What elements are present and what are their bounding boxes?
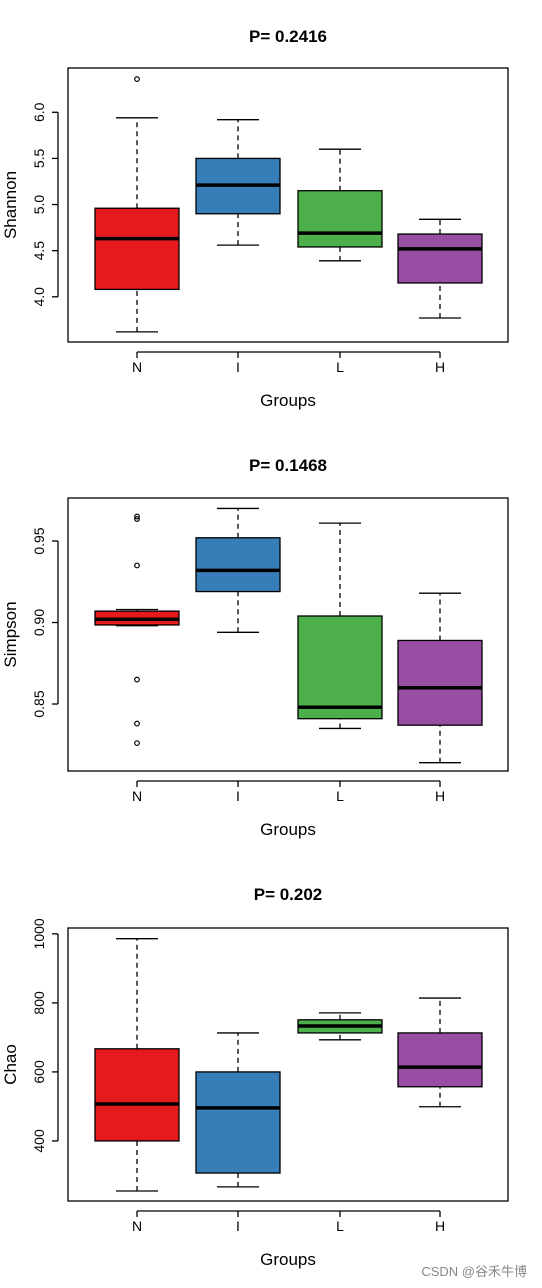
box <box>94 1048 180 1142</box>
chart-title: P= 0.202 <box>254 885 323 904</box>
y-tick-label: 1000 <box>31 918 47 949</box>
outlier <box>134 76 140 82</box>
box <box>397 233 483 284</box>
x-tick-label: I <box>236 359 240 375</box>
x-tick-label: L <box>336 359 344 375</box>
chart-title: P= 0.1468 <box>249 456 327 475</box>
y-tick-label: 4.0 <box>31 287 47 307</box>
box <box>397 639 483 726</box>
y-tick-label: 400 <box>31 1129 47 1153</box>
x-tick-label: H <box>435 359 445 375</box>
outlier <box>134 516 140 522</box>
box <box>297 615 383 720</box>
x-axis-title: Groups <box>260 391 316 410</box>
outlier <box>134 720 140 727</box>
outlier <box>134 740 140 747</box>
box <box>195 537 281 593</box>
y-axis-title: Chao <box>1 1044 20 1085</box>
outlier <box>134 676 140 683</box>
y-tick-label: 0.85 <box>31 690 47 717</box>
y-tick-label: 4.5 <box>31 241 47 261</box>
x-tick-label: I <box>236 788 240 804</box>
y-axis-title: Shannon <box>1 171 20 239</box>
outlier <box>134 562 140 569</box>
y-tick-label: 5.0 <box>31 195 47 215</box>
x-tick-label: H <box>435 1218 445 1234</box>
x-tick-label: N <box>132 788 142 804</box>
x-axis-title: Groups <box>260 820 316 839</box>
x-tick-label: L <box>336 1218 344 1234</box>
y-tick-label: 5.5 <box>31 148 47 168</box>
plot-frame <box>67 497 509 772</box>
x-tick-label: N <box>132 1218 142 1234</box>
box <box>195 1071 281 1174</box>
x-axis-title: Groups <box>260 1250 316 1269</box>
box <box>397 1032 483 1088</box>
x-tick-label: N <box>132 359 142 375</box>
y-tick-label: 0.90 <box>31 609 47 636</box>
y-tick-label: 0.95 <box>31 527 47 554</box>
x-tick-label: L <box>336 788 344 804</box>
plot-frame <box>67 67 509 343</box>
y-tick-label: 600 <box>31 1060 47 1084</box>
plot-frame <box>67 927 509 1202</box>
chart-title: P= 0.2416 <box>249 27 327 46</box>
watermark: CSDN @谷禾牛博 <box>421 1264 527 1279</box>
outlier <box>134 513 140 520</box>
y-tick-label: 6.0 <box>31 102 47 122</box>
box <box>94 207 180 291</box>
y-axis-title: Simpson <box>1 601 20 667</box>
x-tick-label: I <box>236 1218 240 1234</box>
box <box>297 190 383 248</box>
x-tick-label: H <box>435 788 445 804</box>
y-tick-label: 800 <box>31 991 47 1015</box>
